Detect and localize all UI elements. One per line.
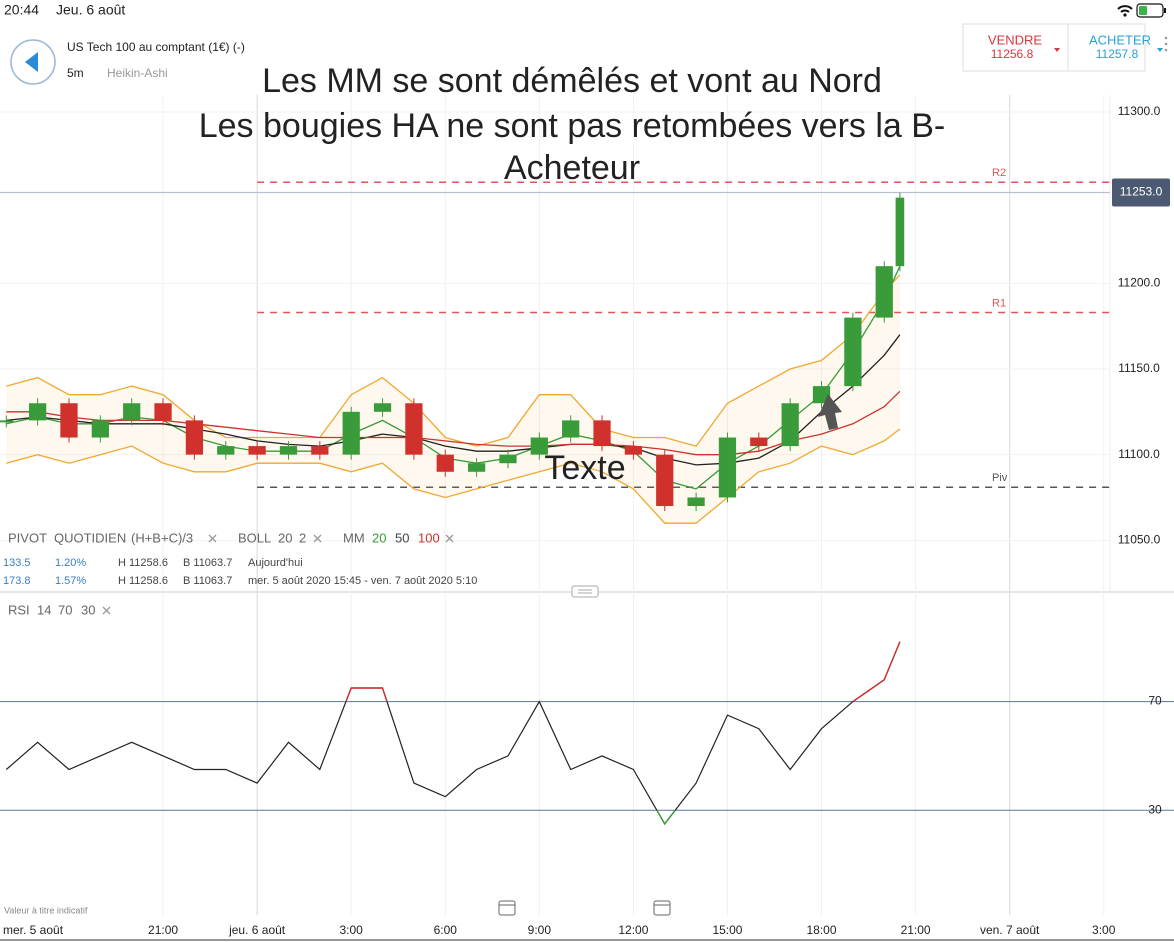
- y-tick-label: 11050.0: [1118, 532, 1161, 546]
- mm-legend: 20 50 100: [372, 530, 440, 545]
- legend-text[interactable]: BOLL: [238, 530, 271, 545]
- legend-text[interactable]: QUOTIDIEN: [54, 530, 126, 545]
- x-tick-label: 3:00: [1092, 923, 1116, 937]
- instrument-name: US Tech 100 au comptant (1€) (-): [67, 40, 245, 54]
- y-tick-label: 11150.0: [1118, 361, 1160, 375]
- quote-box: [962, 23, 1146, 72]
- annotation-title-line: Acheteur: [504, 149, 640, 187]
- status-date: Jeu. 6 août: [56, 2, 125, 18]
- info-cell: H 11258.6: [118, 557, 168, 569]
- info-cell: Aujourd'hui: [248, 557, 303, 569]
- x-tick-label: 21:00: [901, 923, 931, 937]
- rsi-param[interactable]: 30: [81, 602, 95, 617]
- info-cell: B 11063.7: [183, 557, 232, 569]
- rsi-label[interactable]: RSI: [8, 602, 30, 617]
- info-cell: mer. 5 août 2020 15:45 - ven. 7 août 202…: [248, 575, 477, 587]
- x-tick-label: 12:00: [618, 923, 648, 937]
- x-first-date: mer. 5 août: [3, 923, 64, 937]
- indicator-legend: PIVOT QUOTIDIEN (H+B+C)/3 BOLL 20 2 MM 2…: [8, 530, 440, 545]
- bollinger-band: [6, 428, 901, 524]
- calendar-icons[interactable]: [498, 900, 671, 916]
- legend-text[interactable]: 20: [278, 530, 292, 545]
- legend-entry[interactable]: 20: [372, 530, 386, 545]
- legend-text[interactable]: PIVOT: [8, 530, 47, 545]
- annotation-title-line: Les bougies HA ne sont pas retombées ver…: [199, 107, 946, 145]
- info-cell: 173.8: [3, 575, 31, 587]
- grid-layer: [0, 95, 1174, 915]
- status-icons: [1117, 3, 1166, 18]
- y-tick-label: 11300.0: [1118, 104, 1161, 118]
- y-tick-label: 11200.0: [1118, 275, 1161, 289]
- x-tick-label: 18:00: [807, 923, 837, 937]
- annotation-title-line: Les MM se sont démêlés et vont au Nord: [262, 62, 882, 100]
- x-tick-label: 9:00: [528, 923, 552, 937]
- status-time: 20:44: [4, 2, 39, 18]
- pivot-level-label: Piv: [992, 472, 1008, 484]
- info-cell: 1.57%: [55, 575, 86, 587]
- info-cell: 133.5: [3, 557, 31, 569]
- rsi-line: [5, 641, 901, 825]
- disclaimer: Valeur à titre indicatif: [4, 905, 88, 915]
- x-tick-label: ven. 7 août: [980, 923, 1040, 937]
- buy-label: ACHETER: [1089, 32, 1151, 47]
- moving-average: [6, 390, 901, 456]
- info-cell: 1.20%: [55, 557, 86, 569]
- legend-text[interactable]: 2: [299, 530, 306, 545]
- current-price-label: 11253.0: [1120, 185, 1163, 199]
- current-price-tag: [1112, 178, 1170, 207]
- more-menu[interactable]: [1164, 36, 1168, 52]
- rsi-param[interactable]: 70: [58, 602, 72, 617]
- back-button[interactable]: [10, 39, 56, 85]
- x-tick-label: 15:00: [712, 923, 742, 937]
- pane-resize-handle[interactable]: [571, 585, 599, 598]
- y-tick-label: 11100.0: [1118, 447, 1160, 461]
- timeframe[interactable]: 5m: [67, 66, 84, 80]
- rsi-overbought: [345, 641, 901, 702]
- rsi-oversold: [656, 810, 677, 826]
- x-tick-label: jeu. 6 août: [228, 923, 286, 937]
- buy-button[interactable]: ACHETER 11257.8: [1089, 32, 1163, 61]
- remove-icons[interactable]: [102, 534, 454, 615]
- x-tick-label: 3:00: [340, 923, 364, 937]
- legend-entry[interactable]: 100: [418, 530, 440, 545]
- x-tick-label: 6:00: [434, 923, 458, 937]
- rsi-tick-label: 30: [1148, 802, 1162, 816]
- pivot-level-label: R1: [992, 297, 1006, 309]
- info-cell: B 11063.7: [183, 575, 232, 587]
- info-rows: 133.5 1.20% H 11258.6 B 11063.7 Aujourd'hui 1…: [3, 557, 477, 587]
- rsi-param[interactable]: 14: [37, 602, 51, 617]
- buy-price: 11257.8: [1096, 47, 1139, 61]
- legend-entry[interactable]: 50: [395, 530, 409, 545]
- rsi-tick-label: 70: [1148, 694, 1162, 708]
- info-cell: H 11258.6: [118, 575, 168, 587]
- bollinger-band: [6, 274, 901, 447]
- x-tick-label: 21:00: [148, 923, 178, 937]
- legend-text[interactable]: MM: [343, 530, 365, 545]
- annotation-arrow: [818, 394, 842, 430]
- annotation-note: Texte: [544, 449, 625, 487]
- legend-text[interactable]: (H+B+C)/3: [131, 530, 193, 545]
- moving-average: [6, 334, 901, 466]
- chart-type[interactable]: Heikin-Ashi: [107, 66, 168, 80]
- sell-price: 11256.8: [991, 47, 1034, 61]
- plot-layer: [0, 181, 1110, 826]
- sell-button[interactable]: VENDRE 11256.8: [988, 32, 1060, 61]
- sell-label: VENDRE: [988, 32, 1043, 47]
- pivot-level-label: R2: [992, 167, 1006, 179]
